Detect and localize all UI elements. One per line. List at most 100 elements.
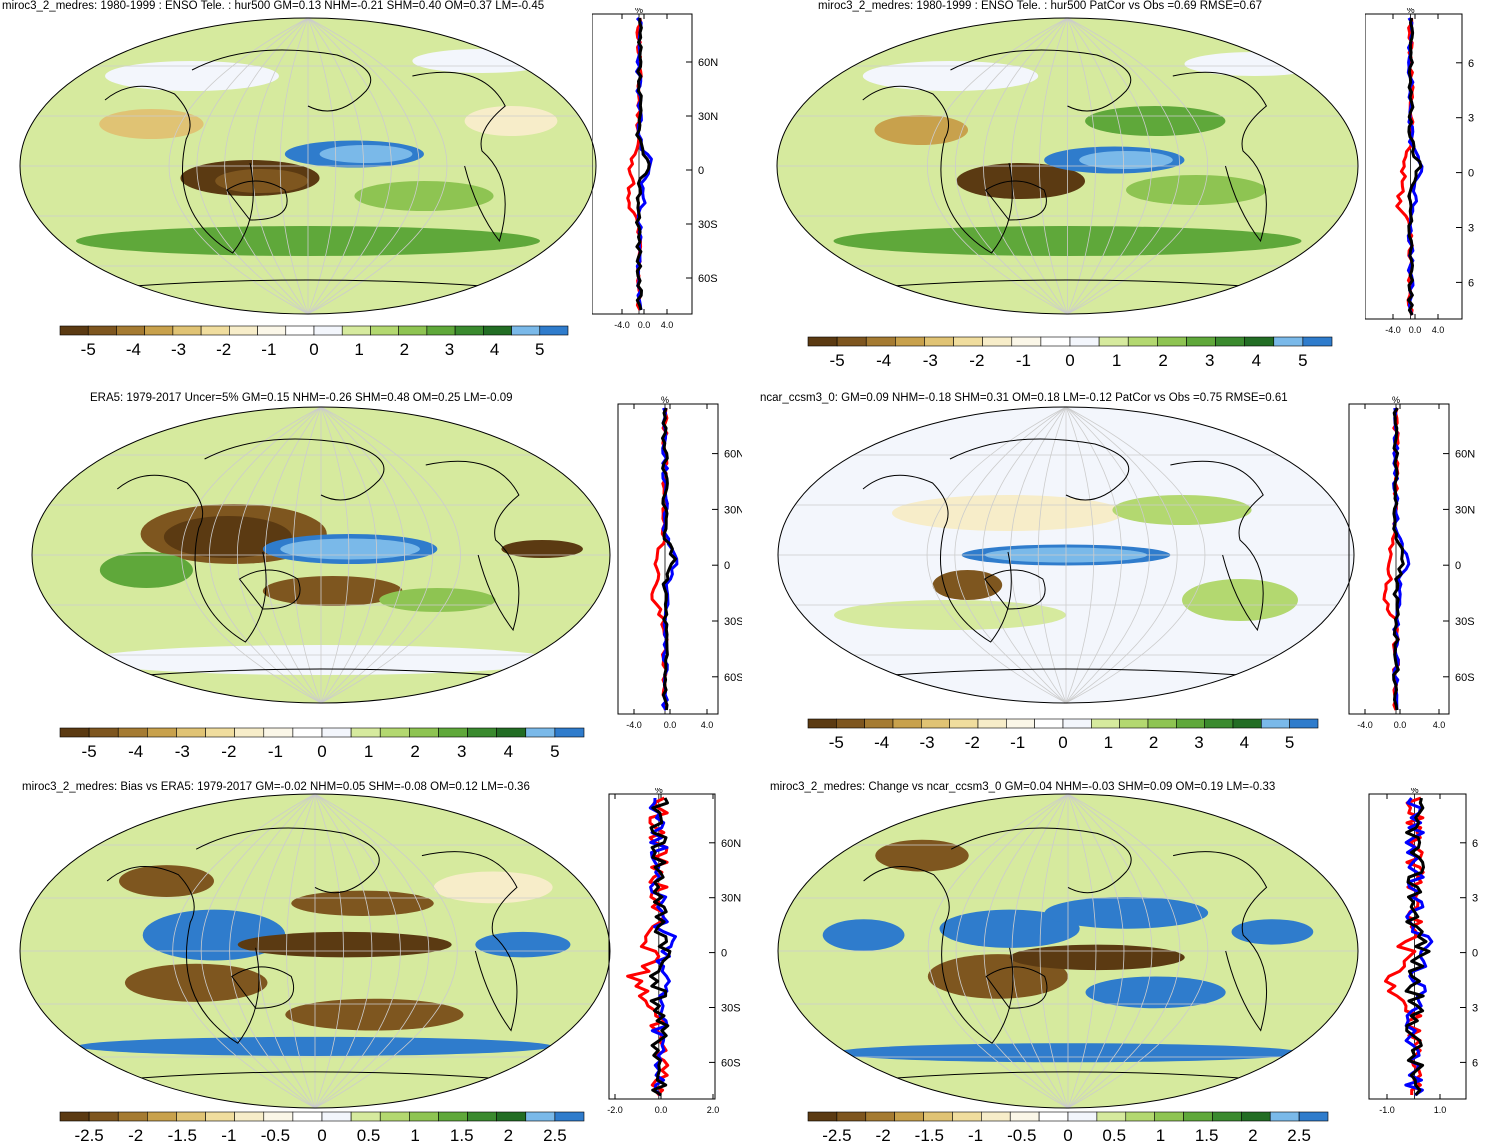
colorbar-label: -1.5: [168, 1126, 197, 1145]
x-tick-label: 4.0: [1433, 720, 1446, 730]
colorbar-label: 4: [504, 742, 513, 761]
colorbar-label: -4: [128, 742, 143, 761]
colorbar-swatch: [539, 325, 569, 336]
colorbar-label: -1: [261, 340, 276, 359]
longitude-line: [314, 794, 373, 1108]
colorbar-swatch: [1096, 1111, 1127, 1122]
longitude-line: [1067, 18, 1152, 314]
lat-label: 0: [724, 560, 730, 572]
unit-label: %: [655, 788, 663, 795]
longitude-line: [307, 18, 337, 314]
map-field: [20, 794, 610, 1108]
anomaly-region: [291, 890, 434, 917]
coastline: [891, 668, 1241, 676]
colorbar-swatch: [921, 718, 950, 729]
plot-frame: [617, 403, 719, 715]
lat-label: 30N: [1455, 504, 1475, 516]
colorbar-swatch: [1204, 718, 1234, 729]
longitude-line: [1011, 18, 1068, 314]
longitude-line: [983, 18, 1068, 314]
colorbar-swatch: [496, 1111, 527, 1122]
x-tick-label: 4.0: [701, 720, 714, 730]
colorbar-swatch: [398, 325, 428, 336]
colorbar-swatch: [116, 325, 145, 336]
zonal-mean-plot: % 6 3 0 3 6 -1.0 1.0: [1368, 788, 1478, 1115]
colorbar-swatch: [1212, 1111, 1242, 1122]
colorbar-swatch: [438, 727, 468, 738]
colorbar-label: 2: [504, 1126, 513, 1145]
colorbar-label: 2: [1158, 351, 1167, 370]
coastline: [195, 827, 380, 894]
longitude-line: [320, 407, 433, 703]
plot-frame: [592, 13, 693, 315]
lat-label: 6: [1468, 277, 1474, 289]
colorbar-swatch: [409, 1111, 439, 1122]
lat-label: 0: [1468, 168, 1474, 180]
colorbar-label: -2: [221, 742, 236, 761]
anomaly-region: [412, 49, 552, 73]
longitude-line: [955, 794, 1069, 1108]
longitude-line: [224, 18, 309, 314]
colorbar-swatch: [88, 1111, 119, 1122]
longitude-line: [926, 407, 1067, 703]
colorbar-label: -2: [128, 1126, 143, 1145]
plot-frame: [1368, 793, 1467, 1100]
colorbar-label: -0.5: [261, 1126, 290, 1145]
lat-label: 30S: [724, 616, 742, 628]
longitude-line: [927, 794, 1069, 1108]
x-tick-label: 2.0: [707, 1105, 720, 1115]
longitude-line: [236, 407, 322, 703]
anomaly-region: [105, 61, 279, 91]
colorbar: -5 -4 -3 -2 -1 0 1 2 3 4 5: [59, 325, 569, 359]
lat-label: 60S: [721, 1057, 741, 1069]
world-map: [777, 793, 1359, 1109]
zonal-mean-line: [649, 797, 672, 1097]
colorbar-swatch: [1298, 1111, 1329, 1122]
colorbar-swatch: [1176, 718, 1205, 729]
colorbar-label: 1: [1112, 351, 1121, 370]
colorbar-swatch: [923, 1111, 953, 1122]
colorbar-label: -1: [1016, 351, 1031, 370]
colorbar-swatch: [981, 1111, 1011, 1122]
zonal-mean-plot: % 60N 30N 0 30S 60S -4.0 0.0 4.0: [592, 8, 718, 330]
anomaly-region: [874, 115, 969, 145]
colorbar-swatch: [234, 727, 265, 738]
colorbar-label: -4: [876, 351, 891, 370]
world-map: [19, 17, 597, 315]
anomaly-region: [892, 495, 1124, 531]
colorbar-swatch: [807, 336, 838, 347]
longitude-line: [1037, 407, 1067, 703]
panel-title: miroc3_2_medres: Change vs ncar_ccsm3_0 …: [770, 781, 1276, 793]
colorbar-swatch: [924, 336, 954, 347]
lat-label: 6: [1472, 1057, 1478, 1069]
anomaly-region: [99, 552, 193, 588]
longitude-line: [314, 794, 344, 1108]
lat-label: 3: [1472, 893, 1478, 905]
colorbar-swatch: [1147, 718, 1177, 729]
anomaly-region: [1009, 944, 1185, 971]
lat-label: 30S: [721, 1003, 741, 1015]
map-field: [778, 407, 1354, 703]
zonal-mean-line: [1404, 797, 1431, 1096]
colorbar-swatch: [370, 325, 399, 336]
longitude-line: [307, 18, 448, 314]
lat-label: 0: [1472, 948, 1478, 960]
map-field: [777, 18, 1358, 314]
colorbar-label: -5: [830, 351, 845, 370]
unit-label: %: [661, 396, 669, 405]
anomaly-region: [319, 145, 413, 163]
map-border: [776, 17, 1359, 315]
colorbar-swatch: [949, 718, 979, 729]
colorbar-swatch: [1241, 1111, 1271, 1122]
colorbar-swatch: [554, 727, 585, 738]
colorbar-swatch: [836, 718, 865, 729]
colorbar-swatch: [554, 1111, 585, 1122]
colorbar-swatch: [1125, 1111, 1155, 1122]
colorbar-swatch: [285, 325, 315, 336]
colorbar-label: -2.5: [74, 1126, 103, 1145]
coastline: [146, 668, 496, 676]
x-tick-label: -1.0: [1379, 1105, 1395, 1115]
coastline: [949, 438, 1130, 501]
anomaly-region: [379, 588, 496, 612]
longitude-line: [1039, 18, 1068, 314]
